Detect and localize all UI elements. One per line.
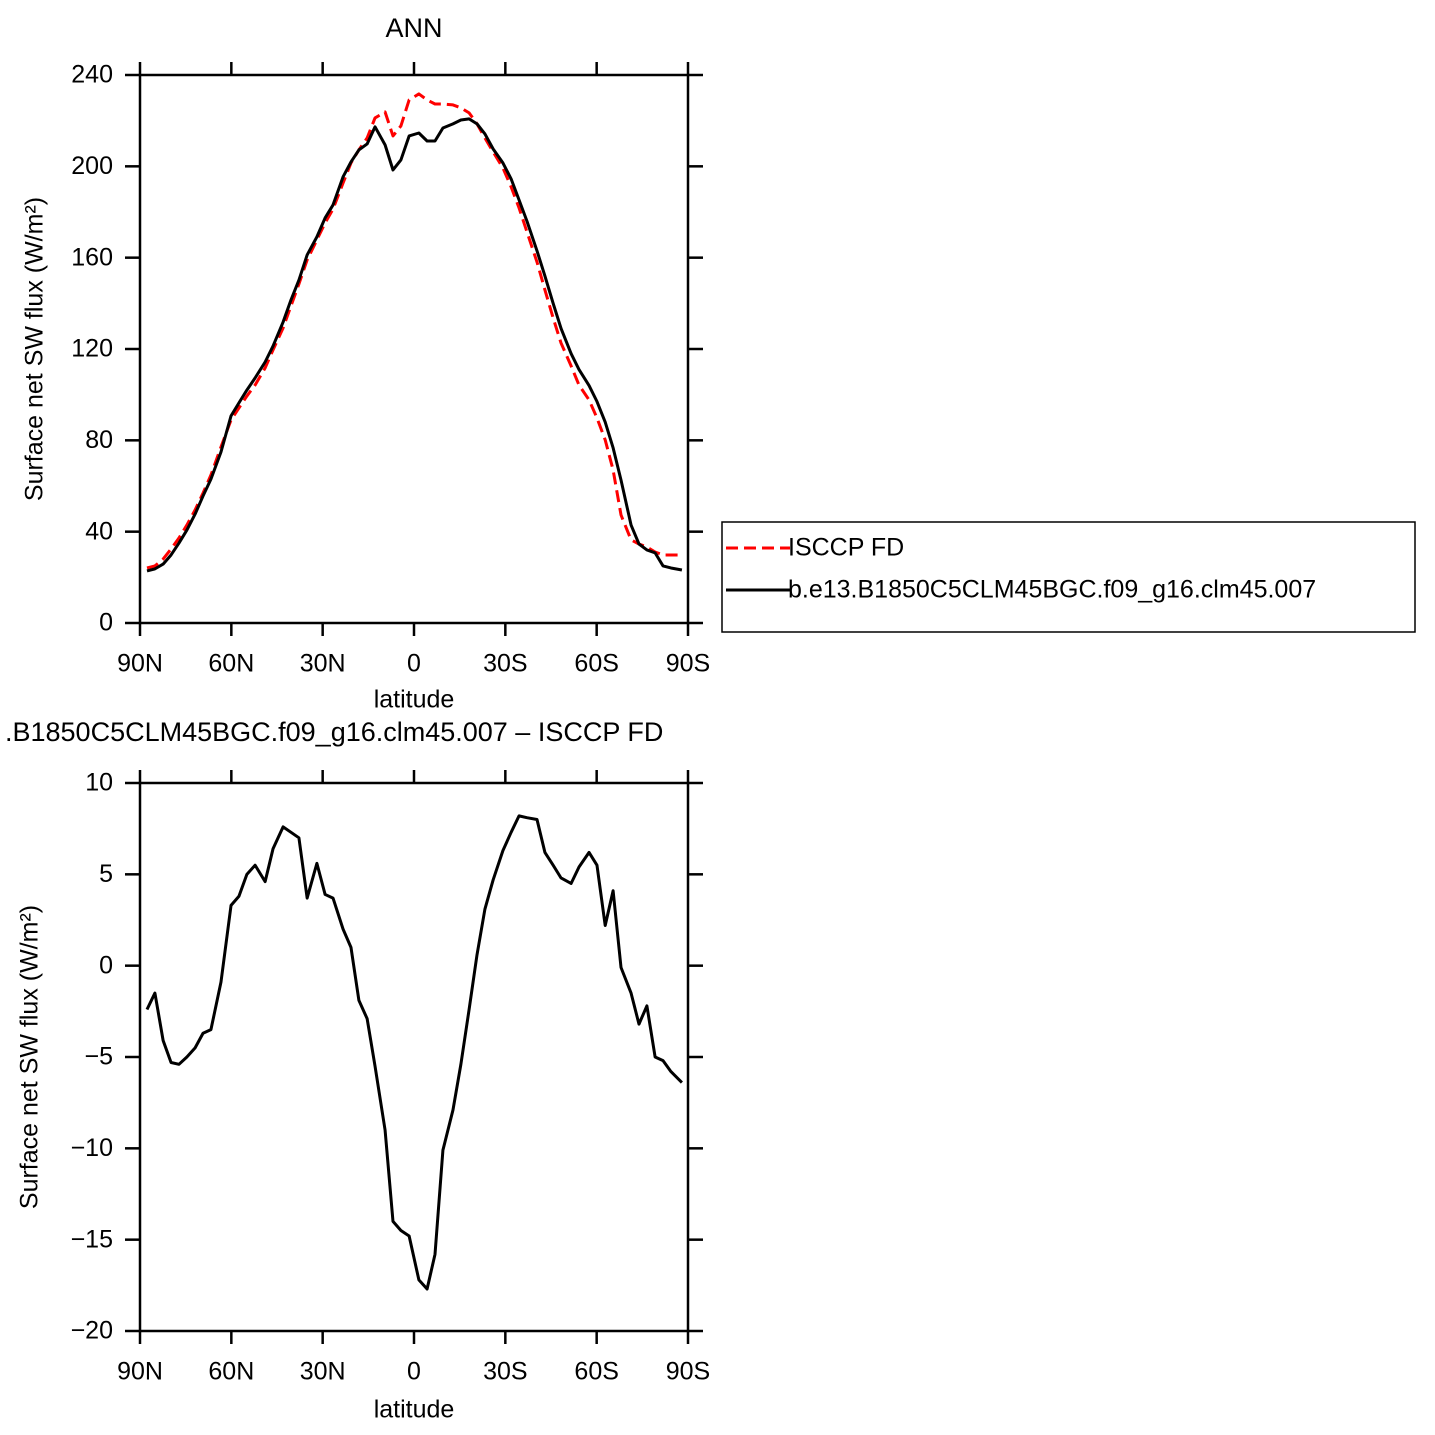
plot-frame: [138, 73, 690, 625]
legend-label: ISCCP FD: [788, 534, 904, 562]
y-tick-label: 0: [99, 951, 113, 979]
y-tick-label: 0: [99, 609, 113, 637]
x-tick-label: 30S: [483, 650, 527, 678]
x-tick-label: 90S: [666, 1358, 710, 1386]
y-tick-label: 240: [71, 61, 113, 89]
y-axis-label: Surface net SW flux (W/m²): [16, 905, 44, 1209]
x-tick-label: 90S: [666, 650, 710, 678]
x-tick-label: 60N: [208, 1358, 254, 1386]
chart-title: ANN: [385, 13, 442, 43]
data-line: [145, 814, 683, 1291]
x-tick-label: 60S: [574, 1358, 618, 1386]
x-tick-label: 30N: [300, 1358, 346, 1386]
x-tick-label: 60N: [208, 650, 254, 678]
x-axis-label: latitude: [374, 686, 455, 714]
data-line: [146, 117, 683, 573]
x-tick-label: 0: [407, 1358, 421, 1386]
y-tick-label: 5: [99, 860, 113, 888]
y-tick-label: 10: [85, 769, 113, 797]
y-tick-label: 160: [71, 243, 113, 271]
data-line: [146, 92, 682, 570]
y-tick-label: −20: [71, 1317, 113, 1345]
plot-frame: [138, 781, 690, 1333]
x-tick-label: 60S: [574, 650, 618, 678]
x-tick-label: 90N: [117, 650, 163, 678]
y-tick-label: −5: [84, 1043, 113, 1071]
x-tick-label: 30N: [300, 650, 346, 678]
y-tick-label: 40: [85, 517, 113, 545]
y-tick-label: 200: [71, 152, 113, 180]
chart-title: .B1850C5CLM45BGC.f09_g16.clm45.007 – ISC…: [5, 717, 663, 747]
y-axis-label: Surface net SW flux (W/m²): [21, 197, 49, 501]
x-axis-label: latitude: [374, 1396, 455, 1424]
x-tick-label: 0: [407, 650, 421, 678]
x-tick-label: 30S: [483, 1358, 527, 1386]
x-tick-label: 90N: [117, 1358, 163, 1386]
legend-label: b.e13.B1850C5CLM45BGC.f09_g16.clm45.007: [788, 576, 1316, 604]
y-tick-label: 120: [71, 335, 113, 363]
y-tick-label: −15: [71, 1225, 113, 1253]
legend-box: [721, 521, 1416, 633]
y-tick-label: −10: [71, 1134, 113, 1162]
y-tick-label: 80: [85, 426, 113, 454]
